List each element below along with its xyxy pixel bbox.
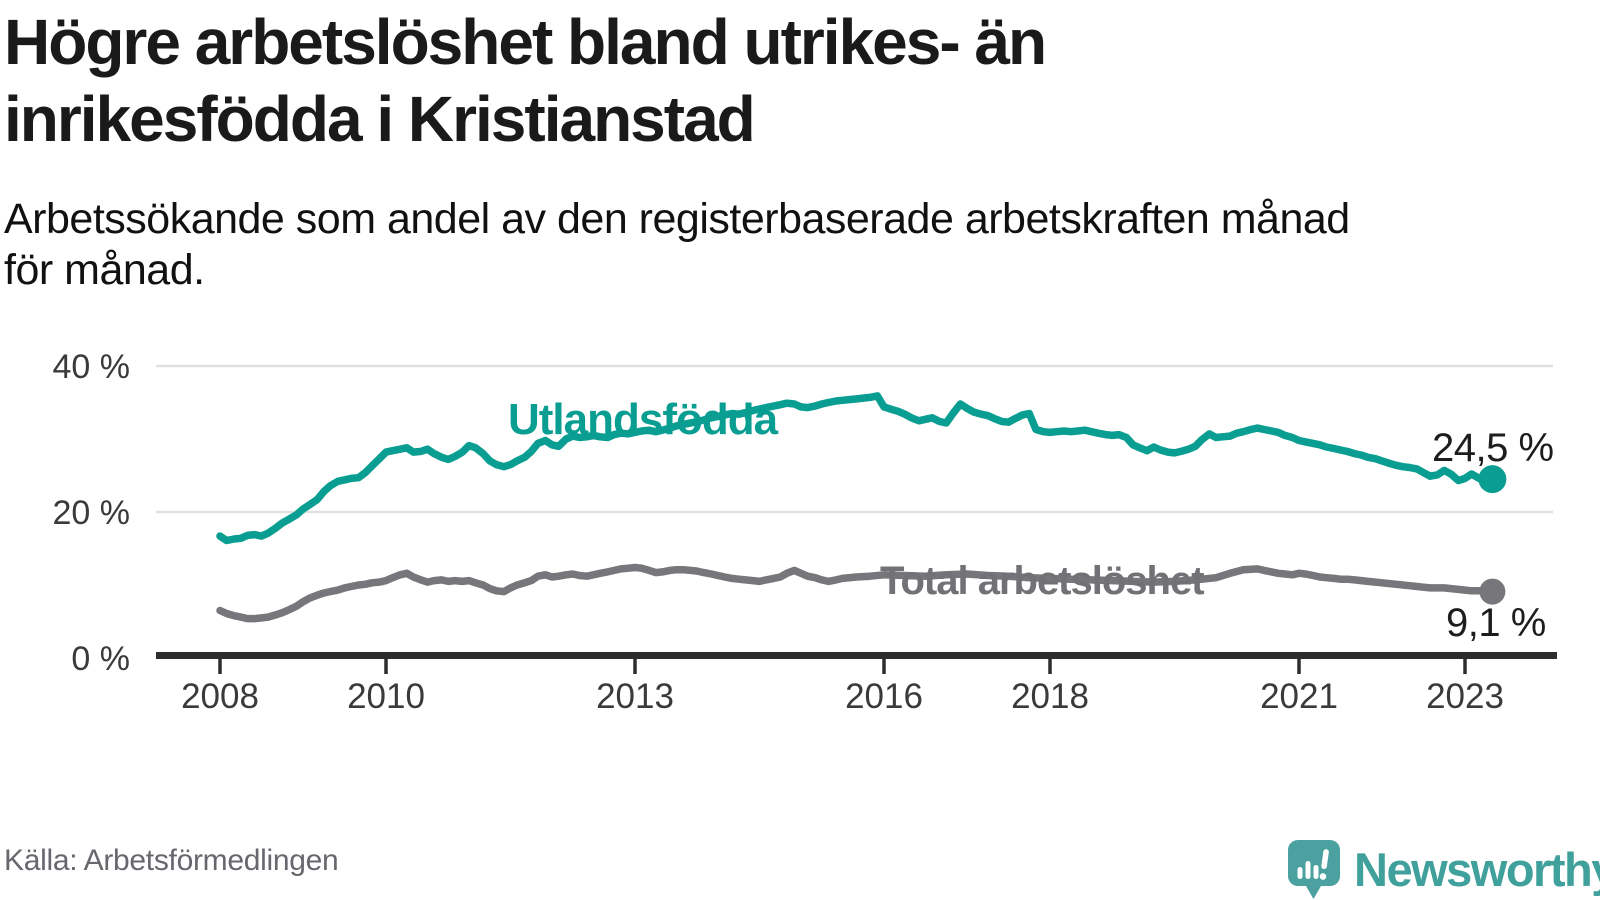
x-tick-label: 2010	[347, 677, 425, 716]
chart-subtitle: Arbetssökande som andel av den registerb…	[4, 194, 1564, 296]
x-tick-label: 2013	[596, 677, 674, 716]
x-axis	[156, 652, 1557, 674]
chart-title-line2: inrikesfödda i Kristianstad	[4, 83, 756, 155]
chart-subtitle-line1: Arbetssökande som andel av den registerb…	[4, 195, 1350, 243]
newsworthy-logo-icon	[1288, 840, 1340, 899]
series-label-utlandsfodda: Utlandsfödda	[508, 395, 778, 444]
logo-bar-2	[1305, 861, 1311, 879]
x-tick-label: 2023	[1426, 677, 1504, 716]
chart-subtitle-line2: för månad.	[4, 246, 205, 294]
series-end-dots	[1478, 465, 1507, 605]
chart-title-line1: Högre arbetslöshet bland utrikes- än	[4, 6, 1047, 78]
x-tick-label: 2008	[181, 677, 259, 716]
y-tick-label: 20 %	[53, 494, 131, 532]
y-tick-label: 40 %	[53, 348, 131, 386]
end-value-label-total: 9,1 %	[1446, 601, 1546, 645]
end-dot-total-arbetsloshet	[1479, 578, 1506, 605]
logo-exclamation	[1319, 849, 1329, 880]
line-total-arbetsloshet	[216, 563, 1497, 623]
x-tick-label: 2021	[1260, 677, 1338, 716]
x-tick-label: 2016	[845, 677, 923, 716]
x-tick-label: 2018	[1011, 677, 1089, 716]
y-tick-label: 0 %	[71, 640, 130, 678]
logo-bar-1	[1297, 867, 1303, 879]
gridlines	[156, 364, 1553, 514]
line-utlandsfodda	[216, 392, 1497, 545]
series-label-total-arbetsloshet: Total arbetslöshet	[880, 559, 1205, 603]
axis-tick-labels: 0 % 20 % 40 % 2008 2010 2013 2016 2018 2021 2023	[53, 348, 1504, 716]
end-dot-utlandsfodda	[1478, 465, 1507, 494]
end-value-label-utlandsfodda: 24,5 %	[1432, 426, 1554, 470]
newsworthy-brand-name: Newsworthy	[1354, 843, 1600, 896]
source-attribution: Källa: Arbetsförmedlingen	[4, 844, 339, 877]
logo-bar-3	[1313, 865, 1319, 879]
series-lines	[216, 392, 1497, 623]
chart-title: Högre arbetslöshet bland utrikes- än inr…	[4, 4, 1564, 158]
